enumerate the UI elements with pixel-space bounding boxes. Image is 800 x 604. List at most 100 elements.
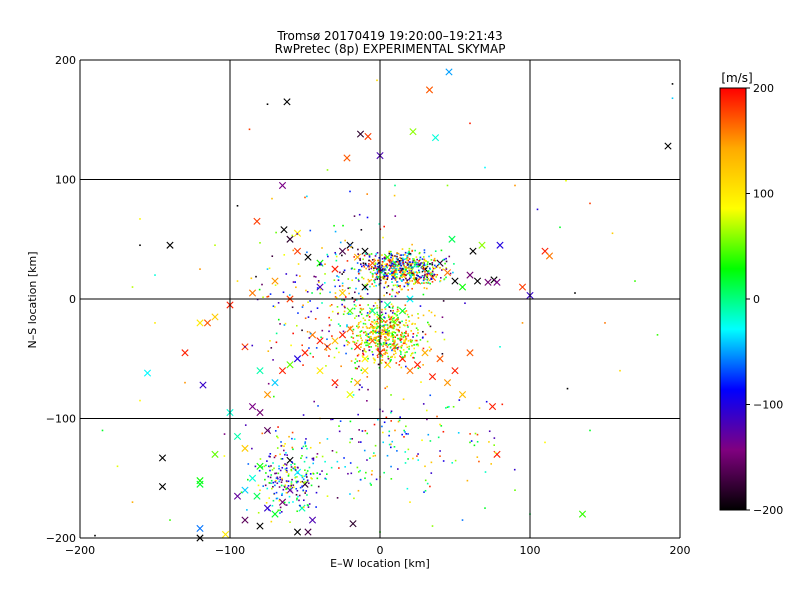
data-point-dot bbox=[387, 285, 390, 287]
data-point-dot bbox=[426, 263, 429, 265]
data-point-cross bbox=[478, 241, 486, 249]
data-point-dot bbox=[426, 279, 429, 282]
data-point-dot bbox=[390, 278, 393, 280]
data-point-dot bbox=[297, 480, 299, 483]
data-point-dot bbox=[392, 338, 394, 340]
data-point-dot bbox=[372, 273, 374, 275]
data-point-dot bbox=[313, 275, 315, 278]
data-point-dot bbox=[302, 414, 305, 416]
data-point-dot bbox=[349, 462, 352, 464]
data-point-dot bbox=[368, 263, 370, 265]
data-point-dot bbox=[358, 213, 361, 216]
data-point-dot bbox=[386, 275, 389, 277]
data-point-dot bbox=[391, 332, 393, 335]
data-point-cross bbox=[466, 271, 474, 279]
data-point-dot bbox=[378, 353, 381, 355]
data-point-dot bbox=[415, 271, 418, 273]
data-point-dot bbox=[430, 461, 433, 464]
data-point-dot bbox=[359, 331, 362, 333]
data-point-dot bbox=[405, 319, 407, 322]
data-point-dot bbox=[411, 273, 413, 276]
data-point-dot bbox=[374, 263, 376, 266]
data-point-dot bbox=[390, 266, 392, 269]
data-point-dot bbox=[392, 309, 395, 312]
data-point-dot bbox=[367, 342, 370, 345]
data-point-dot bbox=[449, 272, 452, 275]
data-point-dot bbox=[400, 334, 403, 337]
data-point-dot bbox=[383, 286, 386, 289]
data-point-dot bbox=[276, 447, 279, 449]
data-point-dot bbox=[365, 344, 367, 347]
data-point-dot bbox=[309, 446, 312, 449]
data-point-dot bbox=[369, 482, 372, 485]
data-point-dot bbox=[457, 432, 460, 434]
data-point-dot bbox=[329, 291, 331, 294]
data-point-dot bbox=[330, 319, 333, 321]
data-point-dot bbox=[388, 264, 391, 267]
data-point-dot bbox=[308, 503, 311, 505]
data-point-dot bbox=[398, 268, 400, 270]
data-point-dot bbox=[306, 291, 309, 293]
data-point-dot bbox=[267, 465, 270, 468]
data-point-dot bbox=[452, 271, 454, 274]
data-point-dot bbox=[293, 438, 296, 440]
data-point-dot bbox=[367, 265, 370, 267]
data-point-dot bbox=[382, 431, 384, 434]
data-point-dot bbox=[296, 489, 299, 492]
data-point-dot bbox=[321, 247, 323, 249]
data-point-dot bbox=[402, 271, 404, 273]
data-point-dot bbox=[392, 276, 395, 279]
data-point-dot bbox=[414, 249, 416, 252]
data-point-dot bbox=[386, 328, 389, 331]
data-point-dot bbox=[296, 497, 298, 500]
data-point-dot bbox=[371, 275, 374, 277]
data-point-dot bbox=[422, 314, 425, 317]
data-point-dot bbox=[350, 360, 353, 362]
data-point-dot bbox=[377, 363, 380, 366]
data-point-dot bbox=[319, 262, 322, 265]
data-point-dot bbox=[383, 327, 386, 330]
data-point-dot bbox=[264, 484, 267, 487]
data-point-dot bbox=[275, 477, 278, 479]
data-point-cross bbox=[253, 217, 261, 225]
data-point-dot bbox=[403, 258, 406, 261]
data-point-dot bbox=[414, 323, 416, 325]
data-point-dot bbox=[270, 465, 272, 467]
data-point-dot bbox=[331, 335, 333, 337]
data-point-dot bbox=[369, 457, 371, 459]
data-point-dot bbox=[514, 184, 516, 187]
data-point-dot bbox=[400, 345, 402, 348]
data-point-dot bbox=[370, 331, 373, 333]
data-point-dot bbox=[384, 312, 387, 315]
data-point-cross bbox=[196, 319, 204, 327]
data-point-dot bbox=[400, 353, 402, 355]
data-point-dot bbox=[367, 304, 370, 306]
data-point-dot bbox=[353, 303, 356, 306]
data-point-dot bbox=[365, 341, 368, 343]
data-point-cross bbox=[545, 252, 554, 260]
data-point-dot bbox=[371, 321, 374, 323]
data-point-dot bbox=[306, 504, 309, 506]
data-point-dot bbox=[405, 365, 407, 368]
data-point-dot bbox=[383, 225, 385, 228]
data-point-dot bbox=[415, 343, 418, 346]
data-point-dot bbox=[384, 263, 386, 266]
data-point-dot bbox=[343, 298, 345, 301]
data-point-dot bbox=[363, 331, 365, 334]
data-point-dot bbox=[347, 287, 350, 290]
data-point-dot bbox=[385, 265, 387, 267]
data-point-dot bbox=[376, 316, 378, 318]
data-point-dot bbox=[377, 322, 379, 324]
data-point-dot bbox=[384, 324, 387, 326]
data-point-dot bbox=[398, 321, 400, 323]
data-point-dot bbox=[378, 343, 381, 345]
data-point-dot bbox=[356, 354, 359, 357]
data-point-cross bbox=[493, 278, 501, 286]
data-point-dot bbox=[373, 361, 376, 364]
data-point-dot bbox=[377, 262, 380, 264]
data-point-dot bbox=[416, 258, 418, 261]
data-point-dot bbox=[434, 264, 436, 267]
data-point-dot bbox=[394, 273, 397, 275]
data-point-dot bbox=[284, 484, 287, 487]
data-point-dot bbox=[401, 280, 403, 282]
